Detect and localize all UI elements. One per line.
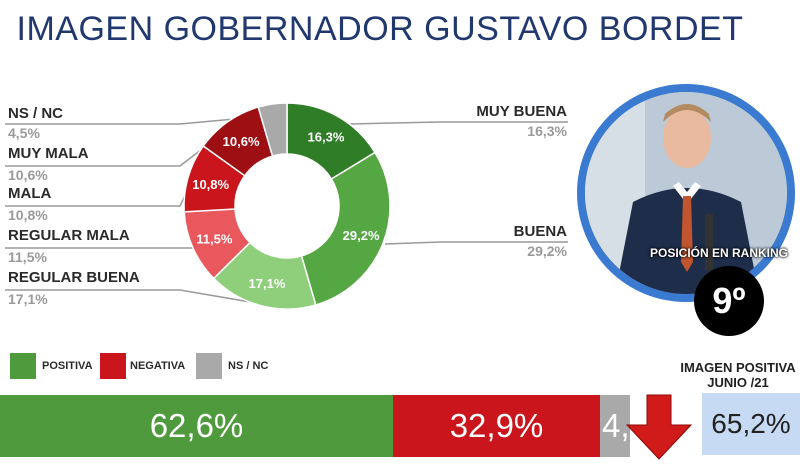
ranking-label: POSICIÓN EN RANKING: [650, 246, 789, 260]
donut-slice-label-buena: 29,2%: [343, 228, 380, 243]
pct-regular-buena: 17,1%: [8, 291, 48, 307]
ranking-badge: 9º: [694, 266, 764, 336]
bar-segment-ns-nc: 4,5%: [600, 395, 630, 457]
pct-mala: 10,8%: [8, 207, 48, 223]
positive-image-value: 65,2%: [702, 393, 800, 455]
bar-segment-positiva: 62,6%: [0, 395, 393, 457]
label-buena: BUENA: [513, 223, 567, 240]
page-title: IMAGEN GOBERNADOR GUSTAVO BORDET: [16, 10, 744, 48]
leader-line-regular-buena: [5, 289, 263, 305]
label-regular-mala: REGULAR MALA: [8, 227, 130, 244]
legend-swatch-positiva: [10, 353, 36, 379]
legend-swatch-negativa: [100, 353, 126, 379]
legend-swatch-ns-nc: [196, 353, 222, 379]
label-muy-buena: MUY BUENA: [476, 103, 567, 120]
pct-regular-mala: 11,5%: [8, 249, 47, 265]
positive-image-title: IMAGEN POSITIVA JUNIO /21: [676, 360, 800, 390]
donut-slice-label-muy-mala: 10,6%: [223, 134, 260, 149]
leader-line-muy-buena: [349, 121, 568, 125]
legend-label-ns-nc: NS / NC: [228, 360, 269, 372]
label-mala: MALA: [8, 185, 52, 202]
donut-slice-ns-nc: [257, 102, 288, 157]
pct-ns-nc: 4,5%: [8, 125, 40, 141]
bar-segment-negativa: 32,9%: [393, 395, 600, 457]
governor-photo: [585, 92, 787, 294]
label-regular-buena: REGULAR BUENA: [8, 269, 140, 286]
pct-muy-buena: 16,3%: [527, 123, 567, 139]
positive-image-title-line1: IMAGEN POSITIVA: [680, 360, 796, 375]
leader-line-mala: [5, 184, 191, 207]
legend-label-positiva: POSITIVA: [42, 360, 93, 372]
label-muy-mala: MUY MALA: [8, 145, 89, 162]
donut-slice-label-muy-buena: 16,3%: [308, 130, 345, 145]
down-arrow-icon: [625, 394, 693, 460]
positive-image-title-line2: JUNIO /21: [707, 375, 769, 390]
donut-slice-buena: [300, 151, 391, 306]
leader-line-regular-mala: [5, 239, 221, 249]
legend-label-negativa: NEGATIVA: [130, 360, 186, 372]
pct-buena: 29,2%: [527, 243, 567, 259]
donut-slice-label-regular-buena: 17,1%: [249, 276, 286, 291]
donut-slice-label-regular-mala: 11,5%: [196, 231, 233, 246]
leader-line-buena: [384, 241, 568, 245]
label-ns-nc: NS / NC: [8, 105, 64, 122]
pct-muy-mala: 10,6%: [8, 167, 48, 183]
donut-slice-label-mala: 10,8%: [192, 177, 229, 192]
